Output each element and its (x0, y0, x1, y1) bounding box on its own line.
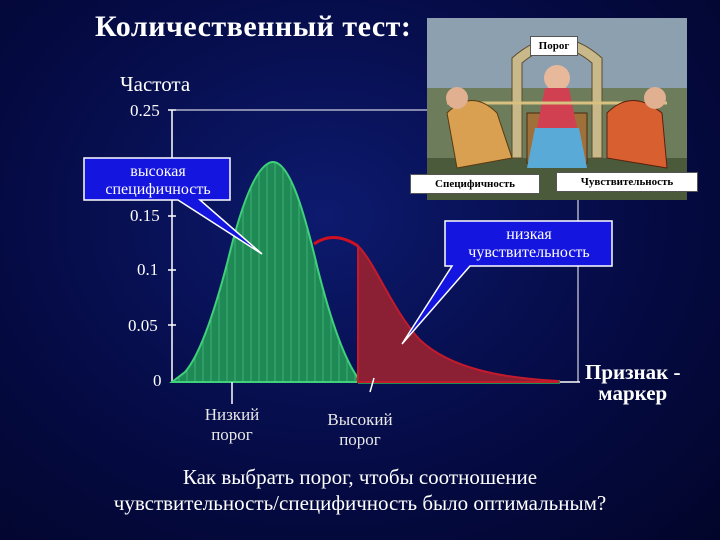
x-axis-label: Признак - маркер (585, 362, 681, 404)
x-axis-label-line1: Признак - (585, 360, 681, 384)
tag-threshold: Порог (530, 36, 578, 56)
y-axis-label: Частота (120, 72, 191, 96)
question-line1: Как выбрать порог, чтобы соотношение (182, 465, 538, 489)
y-tick-025: 0.25 (130, 101, 160, 120)
question-text: Как выбрать порог, чтобы соотношение чув… (0, 464, 720, 516)
high-threshold-line2: порог (339, 430, 381, 449)
high-threshold-marker (369, 377, 375, 393)
y-tick-01: 0.1 (137, 260, 159, 279)
diseased-distribution (357, 243, 559, 383)
callout-right-line1: низкая (506, 226, 552, 243)
callout-left-text: высокая специфичность (88, 163, 228, 199)
high-threshold-label: Высокий порог (316, 410, 404, 450)
callout-left-line1: высокая (130, 163, 186, 180)
tug-of-war-illustration (427, 18, 687, 200)
callout-high-specificity (83, 157, 263, 255)
tag-sensitivity: Чувствительность (556, 172, 698, 192)
question-line2: чувствительность/специфичность было опти… (113, 491, 607, 515)
high-threshold-line1: Высокий (327, 410, 393, 429)
slide-title: Количественный тест: (95, 10, 412, 43)
callout-left-line2: специфичность (105, 181, 211, 198)
diseased-curve-left (313, 236, 359, 248)
low-threshold-label: Низкий порог (192, 405, 272, 445)
tag-specificity: Специфичность (410, 174, 540, 194)
y-tick-0: 0 (153, 371, 162, 390)
healthy-distribution (169, 160, 369, 383)
y-tick-015: 0.15 (130, 206, 160, 225)
y-tick-005: 0.05 (128, 316, 158, 335)
callout-low-sensitivity (401, 220, 613, 345)
low-threshold-line2: порог (211, 425, 253, 444)
callout-right-text: низкая чувствительность (448, 226, 610, 262)
x-axis-label-line2: маркер (598, 381, 668, 405)
low-threshold-line1: Низкий (204, 405, 260, 424)
referee-head (544, 65, 570, 91)
callout-right-line2: чувствительность (468, 244, 590, 261)
